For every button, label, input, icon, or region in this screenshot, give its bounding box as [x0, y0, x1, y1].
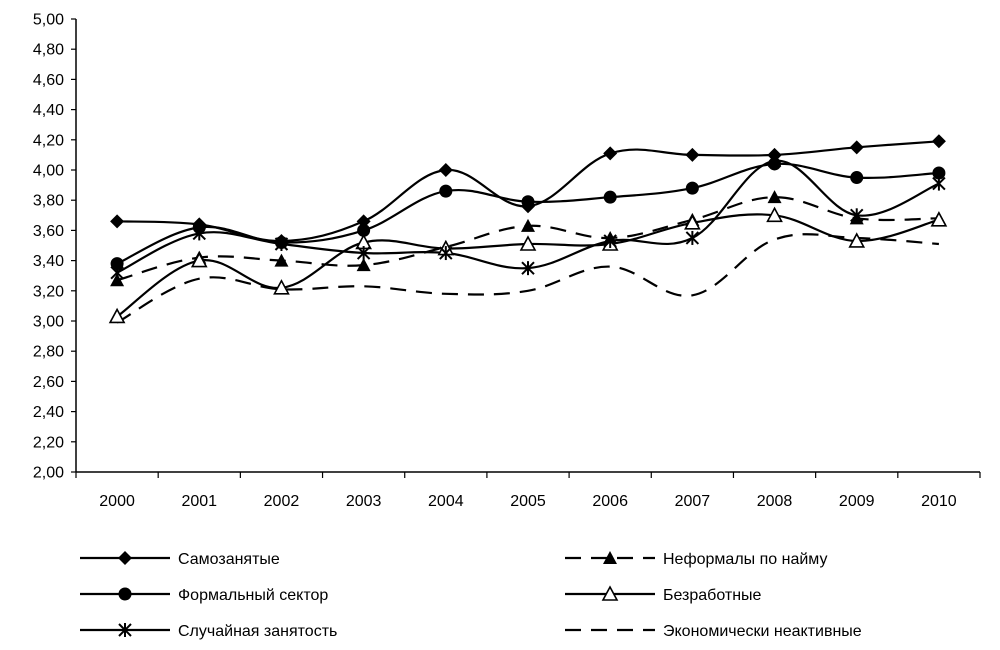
y-tick-label: 3,60 [33, 223, 64, 240]
y-tick-label: 4,80 [33, 42, 64, 59]
x-tick-label: 2001 [181, 493, 217, 510]
data-point [110, 265, 124, 280]
data-point [519, 235, 537, 251]
data-point [439, 246, 453, 261]
data-point [110, 257, 124, 271]
y-tick-label: 3,20 [33, 283, 64, 300]
y-tick-label: 3,80 [33, 193, 64, 210]
y-tick-label: 3,40 [33, 253, 64, 270]
data-point [190, 251, 208, 268]
legend-marker [118, 587, 132, 601]
legend-label: Самозанятые [178, 551, 280, 568]
data-point [110, 273, 125, 287]
legend-marker [603, 551, 617, 564]
legend-item: Экономически неактивные [565, 623, 862, 640]
data-point [849, 140, 864, 155]
x-tick-label: 2002 [264, 493, 300, 510]
data-point [521, 218, 535, 232]
data-point [273, 279, 290, 295]
data-point [932, 166, 946, 180]
legend-label: Формальный сектор [178, 587, 328, 604]
legend-item: Неформалы по найму [565, 551, 827, 568]
data-point [438, 163, 453, 177]
legend: Самозанятые Неформалы по найму Формальный … [80, 551, 862, 640]
y-tick-label: 5,00 [33, 12, 64, 29]
data-point [357, 223, 371, 237]
legend-label: Неформалы по найму [663, 551, 827, 568]
y-tick-label: 2,20 [33, 434, 64, 451]
legend-marker [118, 623, 132, 637]
data-point [931, 134, 946, 149]
y-tick-label: 2,80 [33, 344, 64, 361]
x-tick-label: 2003 [346, 493, 382, 510]
data-point [684, 214, 701, 230]
data-point [848, 232, 866, 248]
data-point [767, 153, 782, 168]
data-point [356, 214, 371, 229]
legend-label: Безработные [663, 587, 762, 604]
x-tick-label: 2000 [99, 493, 135, 510]
data-point [521, 261, 535, 276]
legend-marker [118, 551, 132, 565]
x-tick-label: 2008 [757, 493, 793, 510]
y-tick-label: 4,40 [33, 102, 64, 119]
x-tick-label: 2010 [921, 493, 957, 510]
series-line-5 [116, 159, 940, 274]
y-tick-label: 2,40 [33, 404, 64, 421]
data-point [192, 226, 206, 241]
data-point [108, 307, 126, 324]
data-point [274, 236, 289, 251]
y-tick-label: 3,00 [33, 314, 64, 331]
data-point [685, 147, 700, 162]
series-line-6 [116, 233, 939, 324]
data-point [110, 214, 125, 229]
data-point [685, 230, 700, 245]
data-point [685, 181, 699, 195]
data-point [930, 211, 948, 227]
data-point [766, 206, 783, 223]
axes [71, 18, 981, 478]
y-tick-label: 2,60 [33, 374, 64, 391]
data-point [603, 233, 617, 248]
data-point [439, 184, 453, 198]
data-point [356, 258, 371, 272]
legend-item: Формальный сектор [80, 587, 328, 604]
legend-item: Безработные [565, 585, 762, 604]
legend-label: Случайная занятость [178, 623, 337, 640]
legend-label: Экономически неактивные [663, 623, 862, 640]
x-tick-label: 2006 [592, 493, 628, 510]
y-axis-tick-labels: 2,00 2,20 2,40 2,60 2,80 3,00 3,20 3,40 3,60 3,80… [33, 12, 64, 482]
x-tick-label: 2007 [675, 493, 711, 510]
data-point [356, 246, 371, 261]
data-point [850, 171, 864, 185]
legend-item: Самозанятые [80, 551, 280, 568]
x-axis-tick-labels: 2000 2001 2002 2003 2004 2005 2006 2007 2008 2009… [99, 493, 957, 510]
x-tick-label: 2009 [839, 493, 875, 510]
data-point [850, 208, 864, 223]
data-point [932, 176, 946, 191]
data-point [274, 253, 289, 267]
x-tick-label: 2004 [428, 493, 464, 510]
data-point [603, 190, 617, 204]
y-tick-label: 2,00 [33, 465, 64, 482]
x-tick-label: 2005 [510, 493, 546, 510]
legend-item: Случайная занятость [80, 623, 337, 640]
y-tick-label: 4,20 [33, 132, 64, 149]
legend-marker [601, 585, 619, 601]
data-point [603, 146, 618, 161]
y-tick-label: 4,00 [33, 163, 64, 180]
series-lines [116, 140, 940, 324]
data-point [521, 195, 535, 209]
series-markers [108, 134, 948, 324]
y-tick-label: 4,60 [33, 72, 64, 89]
data-point [767, 190, 782, 204]
